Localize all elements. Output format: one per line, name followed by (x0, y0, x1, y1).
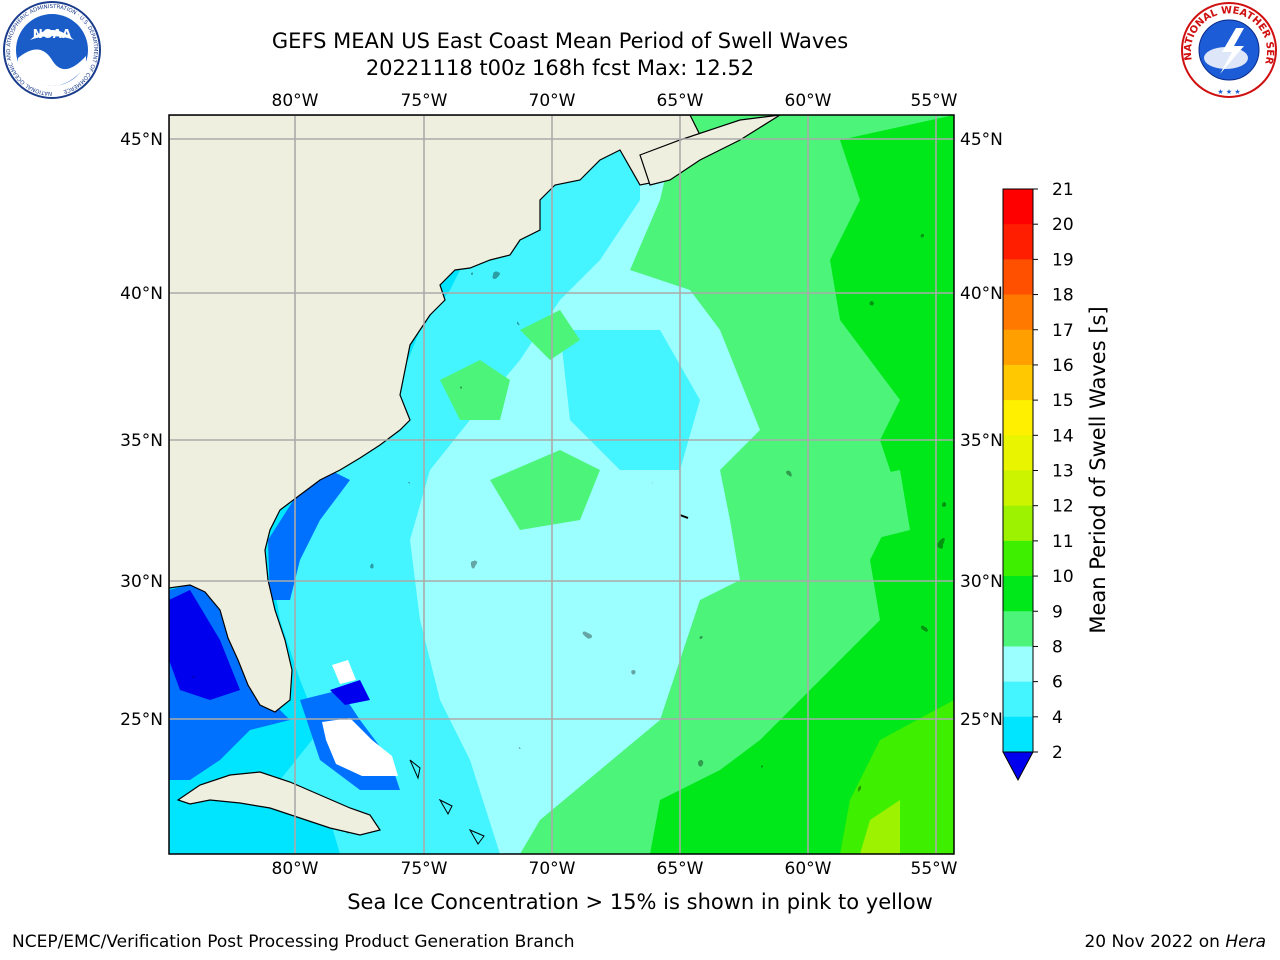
land-nova-scotia (639, 115, 781, 186)
noaa-logo-text: NOAA (33, 27, 72, 41)
land-cuba (176, 771, 381, 836)
colorbar-segment (1003, 505, 1033, 542)
colorbar-tick-label: 9 (1052, 602, 1063, 622)
lon-label-bottom: 75°W (401, 859, 448, 879)
colorbar-segment (1003, 259, 1033, 296)
lat-label-right: 25°N (960, 710, 1003, 730)
colorbar-tick-label: 12 (1052, 497, 1074, 517)
colorbar-segment (1003, 435, 1033, 471)
lon-label-bottom: 65°W (657, 859, 704, 879)
lat-label-right: 40°N (960, 284, 1003, 304)
colorbar-extend-min (1002, 751, 1034, 782)
lon-label-top: 70°W (529, 91, 576, 111)
nws-logo: NATIONAL WEATHER SERVICE ★ ★ ★ (1178, 0, 1277, 98)
colorbar-segment (1003, 189, 1033, 225)
colorbar-tick-label: 8 (1052, 637, 1063, 657)
bahamas-shallows (322, 718, 398, 776)
host-name: Hera (1225, 932, 1266, 952)
lat-label-right: 45°N (960, 130, 1003, 150)
colorbar-tick-label: 15 (1052, 391, 1074, 411)
colorbar-segment (1003, 540, 1033, 577)
colorbar-segment (1003, 400, 1033, 436)
svg-text:★ ★ ★: ★ ★ ★ (1217, 88, 1240, 96)
lon-label-top: 75°W (401, 91, 448, 111)
map-area (169, 115, 954, 854)
colorbar-segment (1003, 611, 1033, 647)
lat-label-left: 30°N (120, 572, 163, 592)
colorbar-tick-label: 14 (1052, 426, 1074, 446)
lon-label-bottom: 60°W (785, 859, 832, 879)
lat-label-left: 25°N (120, 710, 163, 730)
sea-ice-caption: Sea Ice Concentration > 15% is shown in … (347, 890, 933, 914)
colorbar-segment (1003, 329, 1033, 366)
lat-label-right: 30°N (960, 572, 1003, 592)
lon-label-bottom: 70°W (529, 859, 576, 879)
colorbar-tick-label: 20 (1052, 215, 1074, 235)
colorbar-segment (1003, 681, 1033, 718)
chart-subtitle: 20221118 t00z 168h fcst Max: 12.52 (365, 56, 755, 80)
colorbar-tick-label: 21 (1052, 180, 1074, 200)
lon-label-bottom: 80°W (272, 859, 319, 879)
colorbar-tick-label: 10 (1052, 567, 1074, 587)
colorbar-tick-label: 16 (1052, 356, 1074, 376)
colorbar-tick-label: 4 (1052, 708, 1063, 728)
colorbar: 21 20 19 18 17 16 15 14 13 12 11 10 9 8 6 4 2 (1002, 180, 1074, 782)
lat-label-left: 45°N (120, 130, 163, 150)
graticule (169, 115, 954, 854)
colorbar-segment (1003, 576, 1033, 612)
colorbar-label: Mean Period of Swell Waves [s] (1086, 306, 1110, 634)
credit-text: NCEP/EMC/Verification Post Processing Pr… (12, 932, 575, 952)
colorbar-tick-label: 19 (1052, 250, 1074, 270)
lat-label-right: 35°N (960, 431, 1003, 451)
colorbar-segment (1003, 470, 1033, 507)
colorbar-tick-label: 6 (1052, 673, 1063, 693)
run-date: 20 Nov 2022 on Hera (1084, 932, 1266, 952)
colorbar-segment (1003, 716, 1033, 753)
colorbar-tick-label: 17 (1052, 321, 1074, 341)
lat-label-left: 40°N (120, 284, 163, 304)
colorbar-tick-label: 18 (1052, 286, 1074, 306)
lon-label-top: 60°W (785, 91, 832, 111)
lon-label-top: 55°W (911, 91, 958, 111)
colorbar-segment (1003, 364, 1033, 401)
colorbar-tick-label: 13 (1052, 462, 1074, 482)
lon-label-bottom: 55°W (911, 859, 958, 879)
lat-label-left: 35°N (120, 431, 163, 451)
map-frame (168, 114, 955, 855)
colorbar-tick-label: 2 (1052, 743, 1063, 763)
colorbar-tick-label: 11 (1052, 532, 1074, 552)
run-date-text: 20 Nov 2022 on (1084, 932, 1226, 952)
colorbar-segment (1003, 294, 1033, 331)
colorbar-segment (1003, 224, 1033, 260)
chart-title: GEFS MEAN US East Coast Mean Period of S… (271, 29, 849, 53)
lon-label-top: 65°W (657, 91, 704, 111)
land-north-america (169, 115, 701, 713)
noaa-logo: NOAA NATIONAL OCEANIC AND ATMOSPHERIC AD… (3, 1, 101, 99)
colorbar-segment (1003, 646, 1033, 683)
lon-label-top: 80°W (272, 91, 319, 111)
